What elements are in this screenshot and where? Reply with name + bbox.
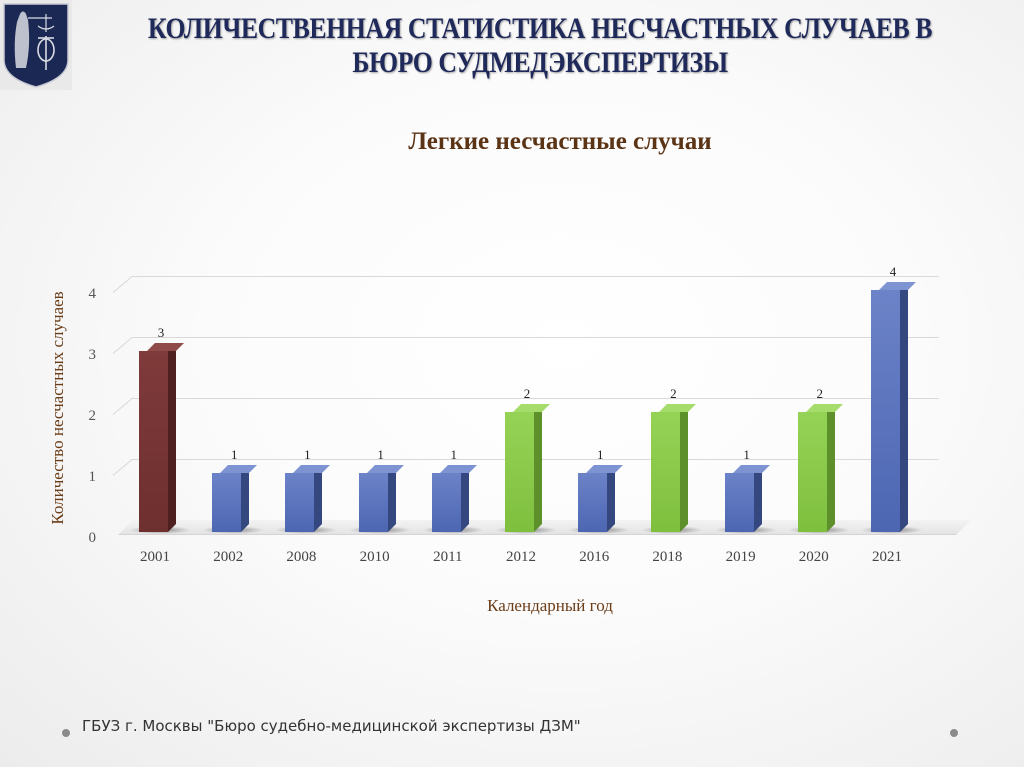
bar-2012: [505, 404, 550, 532]
bar-front-face: [285, 473, 315, 532]
gridline-depth: [112, 459, 132, 476]
x-tick-label: 2016: [579, 549, 610, 565]
bar-top-face: [439, 465, 477, 473]
bar-front-face: [212, 473, 242, 532]
page-title-line-1: КОЛИЧЕСТВЕННАЯ СТАТИСТИКА НЕСЧАСТНЫХ СЛУ…: [147, 12, 933, 45]
bar-side-face: [241, 465, 250, 532]
bar-top-face: [732, 465, 770, 473]
bar-top-face: [659, 404, 697, 412]
bar-2011: [431, 465, 477, 532]
bar-value-label: 1: [304, 447, 311, 462]
bar-value-label: 1: [377, 447, 384, 462]
forensic-bureau-emblem-icon: [3, 3, 69, 88]
bar-front-face: [724, 473, 754, 532]
bar-top-face: [220, 465, 258, 473]
x-tick-label: 2019: [725, 549, 756, 565]
x-tick-label: 2020: [798, 549, 829, 565]
bar-2018: [651, 404, 697, 532]
bar-value-label: 3: [157, 325, 165, 340]
chart-title: Легкие несчастные случаи: [408, 128, 712, 155]
bar-side-face: [607, 465, 616, 532]
bar-value-label: 1: [596, 447, 604, 462]
bar-top-face: [147, 343, 184, 351]
bar-front-face: [651, 412, 681, 532]
bar-value-label: 4: [889, 264, 897, 279]
bar-top-face: [366, 465, 404, 473]
bar-top-face: [805, 404, 843, 412]
page-title-line-2: БЮРО СУДМЕДЭКСПЕРТИЗЫ: [352, 46, 728, 79]
x-tick-label: 2010: [359, 549, 390, 565]
footer-text: ГБУЗ г. Москвы "Бюро судебно-медицинской…: [82, 717, 581, 735]
x-axis-label: Календарный год: [487, 596, 613, 615]
y-tick-label: 4: [88, 286, 97, 302]
bar-side-face: [534, 404, 542, 532]
gridline-depth: [112, 398, 132, 415]
bar-value-label: 2: [816, 386, 824, 401]
logo: [0, 0, 72, 90]
bar-2008: [285, 465, 331, 532]
bar-2010: [358, 465, 404, 532]
bar-2001: [139, 343, 184, 532]
x-tick-label: 2021: [872, 549, 902, 565]
x-tick-label: 2012: [506, 549, 536, 565]
y-axis-label: Количество несчастных случаев: [48, 291, 67, 525]
x-tick-label: 2008: [286, 549, 317, 565]
bar-side-face: [826, 404, 835, 532]
gridline-depth: [112, 276, 132, 293]
bar-2020: [797, 404, 843, 532]
bar-value-label: 1: [450, 447, 458, 462]
x-tick-label: 2011: [433, 549, 463, 565]
footer-bullet-right: [950, 729, 958, 737]
bar-front-face: [871, 290, 900, 532]
bar-top-face: [513, 404, 550, 412]
bar-side-face: [753, 465, 762, 532]
x-tick-label: 2002: [213, 549, 244, 565]
bar-front-face: [797, 412, 827, 532]
bar-front-face: [578, 473, 608, 532]
bar-2019: [724, 465, 770, 532]
bar-2021: [871, 282, 916, 532]
bar-side-face: [387, 465, 396, 532]
x-tick-label: 2018: [652, 549, 683, 565]
bar-value-label: 2: [523, 386, 531, 401]
y-tick-label: 3: [88, 347, 97, 363]
footer-bullet-left: [62, 729, 70, 737]
x-tick-label: 2001: [140, 549, 170, 565]
bar-value-label: 1: [230, 447, 238, 462]
bar-top-face: [586, 465, 624, 473]
page-title: КОЛИЧЕСТВЕННАЯ СТАТИСТИКА НЕСЧАСТНЫХ СЛУ…: [144, 12, 935, 80]
bar-side-face: [314, 465, 323, 532]
bar-front-face: [358, 473, 388, 532]
gridline: [131, 398, 939, 399]
bar-front-face: [431, 473, 461, 532]
gridline: [131, 337, 939, 338]
bar-side-face: [900, 282, 908, 532]
bar-front-face: [139, 351, 168, 532]
bar-top-face: [293, 465, 331, 473]
y-tick-label: 2: [88, 408, 97, 424]
bar-2016: [578, 465, 624, 532]
y-tick-label: 0: [88, 530, 97, 546]
bar-value-label: 1: [743, 447, 750, 462]
bar-side-face: [460, 465, 469, 532]
gridline-depth: [112, 337, 132, 354]
bar-front-face: [505, 412, 534, 532]
bar-side-face: [680, 404, 689, 532]
y-tick-label: 1: [88, 469, 97, 485]
bar-side-face: [168, 343, 176, 532]
bar-top-face: [879, 282, 916, 290]
bar-value-label: 2: [670, 386, 677, 401]
gridline: [131, 276, 939, 277]
bar-2002: [212, 465, 258, 532]
